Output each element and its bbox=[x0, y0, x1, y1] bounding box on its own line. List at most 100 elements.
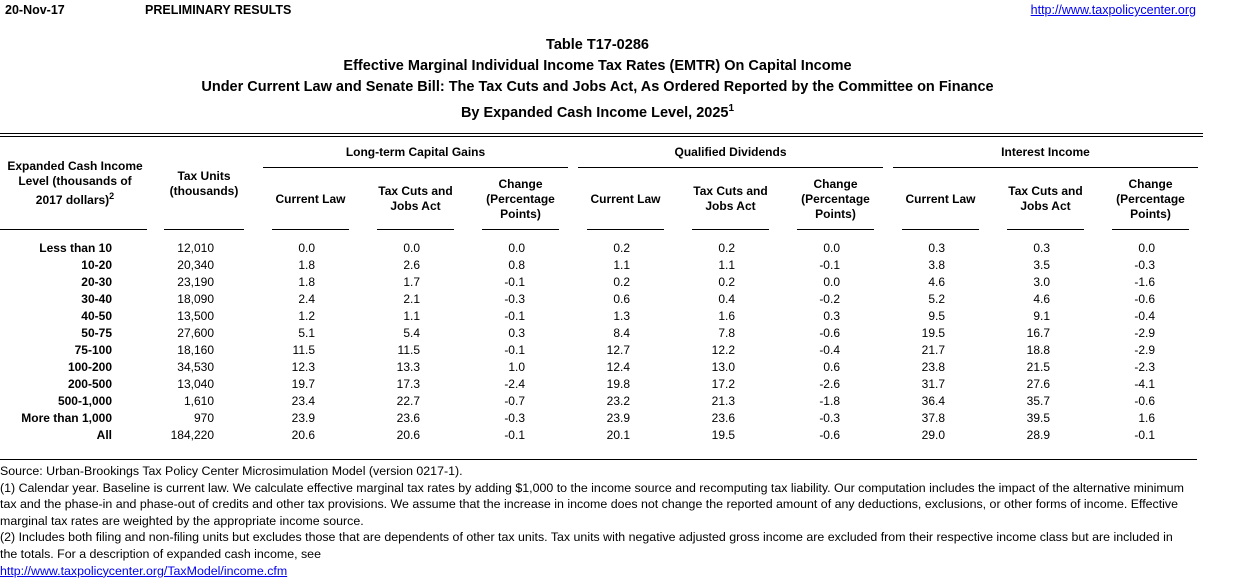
value-cell: 0.0 bbox=[298, 241, 315, 255]
footer: Source: Urban-Brookings Tax Policy Cente… bbox=[0, 459, 1197, 579]
value-cell: 37.8 bbox=[921, 411, 945, 425]
tax-model-income-link[interactable]: http://www.taxpolicycenter.org/TaxModel/… bbox=[0, 563, 288, 578]
value-cell: -0.6 bbox=[819, 326, 840, 340]
value-cell: 0.2 bbox=[718, 275, 735, 289]
value-cell: -0.3 bbox=[1134, 258, 1156, 272]
value-cell: -0.7 bbox=[504, 394, 525, 408]
value-cell: 0.0 bbox=[1138, 241, 1156, 255]
value-cell: 1.8 bbox=[298, 275, 315, 289]
table-row: Less than 10 12,010 0.0 0.0 0.0 0.2 0.2 0.0 0.3 0… bbox=[0, 230, 1203, 257]
group-header-dividends: Qualified Dividends bbox=[573, 137, 888, 168]
tax-units-cell: 13,040 bbox=[177, 377, 214, 391]
tax-units-cell: 184,220 bbox=[170, 428, 214, 442]
table-row: 50-75 27,600 5.1 5.4 0.3 8.4 7.8 -0.6 19.5 16.7 -2… bbox=[0, 325, 1203, 342]
value-cell: 2.6 bbox=[403, 258, 420, 272]
value-cell: 12.4 bbox=[606, 360, 630, 374]
value-cell: -0.3 bbox=[504, 292, 525, 306]
value-cell: 5.1 bbox=[298, 326, 315, 340]
col-header-int-current-law: Current Law bbox=[888, 168, 993, 230]
value-cell: -4.1 bbox=[1134, 377, 1156, 391]
income-level-cell: 50-75 bbox=[81, 326, 112, 340]
value-cell: 23.9 bbox=[606, 411, 630, 425]
income-level-cell: 500-1,000 bbox=[57, 394, 112, 408]
table-row: 100-200 34,530 12.3 13.3 1.0 12.4 13.0 0.6 23.8 2… bbox=[0, 359, 1203, 376]
table-row: 40-50 13,500 1.2 1.1 -0.1 1.3 1.6 0.3 9.5 9.1 -0.4 bbox=[0, 308, 1203, 325]
footnote-1-marker: 1 bbox=[728, 103, 735, 114]
value-cell: -0.1 bbox=[504, 309, 525, 323]
table-row: 75-100 18,160 11.5 11.5 -0.1 12.7 12.2 -0.4 21.7… bbox=[0, 342, 1203, 359]
table-row: 20-30 23,190 1.8 1.7 -0.1 0.2 0.2 0.0 4.6 3.0 -1.6 bbox=[0, 274, 1203, 291]
emtr-table-container: Expanded Cash Income Level (thousands of… bbox=[0, 133, 1203, 444]
value-cell: 0.2 bbox=[718, 241, 735, 255]
col-header-int-tcja: Tax Cuts and Jobs Act bbox=[993, 168, 1098, 230]
value-cell: 0.3 bbox=[928, 241, 945, 255]
table-subtitle-2: Under Current Law and Senate Bill: The T… bbox=[201, 79, 994, 95]
value-cell: 23.4 bbox=[291, 394, 315, 408]
income-level-cell: 10-20 bbox=[81, 258, 112, 272]
value-cell: 20.6 bbox=[291, 428, 315, 442]
value-cell: 0.4 bbox=[718, 292, 735, 306]
income-level-cell: Less than 10 bbox=[39, 241, 112, 255]
col-header-ltcg-change: Change (Percentage Points) bbox=[468, 168, 573, 230]
value-cell: 1.6 bbox=[718, 309, 735, 323]
value-cell: -0.1 bbox=[1134, 428, 1156, 442]
tax-units-cell: 12,010 bbox=[177, 241, 214, 255]
group-header-interest: Interest Income bbox=[888, 137, 1203, 168]
value-cell: 23.6 bbox=[711, 411, 735, 425]
value-cell: 1.1 bbox=[613, 258, 630, 272]
taxpolicycenter-link[interactable]: http://www.taxpolicycenter.org bbox=[1030, 3, 1196, 17]
value-cell: 2.4 bbox=[298, 292, 315, 306]
col-header-ltcg-current-law: Current Law bbox=[258, 168, 363, 230]
value-cell: 0.0 bbox=[403, 241, 420, 255]
value-cell: 17.3 bbox=[396, 377, 420, 391]
value-cell: 3.8 bbox=[928, 258, 945, 272]
value-cell: -0.6 bbox=[1134, 394, 1156, 408]
tax-units-cell: 970 bbox=[193, 411, 214, 425]
value-cell: 21.5 bbox=[1026, 360, 1050, 374]
value-cell: 3.0 bbox=[1033, 275, 1050, 289]
title-block: Table T17-0286 Effective Marginal Indivi… bbox=[0, 35, 1195, 124]
value-cell: 19.5 bbox=[921, 326, 945, 340]
value-cell: -2.6 bbox=[819, 377, 840, 391]
value-cell: 36.4 bbox=[921, 394, 945, 408]
col-header-div-current-law: Current Law bbox=[573, 168, 678, 230]
value-cell: 1.0 bbox=[508, 360, 525, 374]
tax-units-cell: 23,190 bbox=[177, 275, 214, 289]
value-cell: 13.3 bbox=[396, 360, 420, 374]
value-cell: 12.7 bbox=[606, 343, 630, 357]
income-level-cell: 100-200 bbox=[67, 360, 112, 374]
value-cell: -2.4 bbox=[504, 377, 525, 391]
value-cell: 0.3 bbox=[1033, 241, 1050, 255]
tax-units-cell: 34,530 bbox=[177, 360, 214, 374]
table-body: Less than 10 12,010 0.0 0.0 0.0 0.2 0.2 0.0 0.3 0… bbox=[0, 230, 1203, 444]
table-top-rule bbox=[0, 133, 1203, 137]
value-cell: 12.2 bbox=[711, 343, 735, 357]
income-level-cell: 40-50 bbox=[81, 309, 112, 323]
value-cell: 31.7 bbox=[921, 377, 945, 391]
value-cell: 1.1 bbox=[718, 258, 735, 272]
value-cell: 3.5 bbox=[1033, 258, 1050, 272]
value-cell: -0.4 bbox=[1134, 309, 1156, 323]
value-cell: -0.3 bbox=[504, 411, 525, 425]
table-number-title: Table T17-0286 bbox=[546, 37, 649, 53]
value-cell: 0.0 bbox=[823, 275, 840, 289]
income-level-cell: 75-100 bbox=[74, 343, 112, 357]
value-cell: 19.5 bbox=[711, 428, 735, 442]
tax-units-cell: 18,160 bbox=[177, 343, 214, 357]
value-cell: 18.8 bbox=[1026, 343, 1050, 357]
value-cell: 0.3 bbox=[508, 326, 525, 340]
col-header-div-tcja: Tax Cuts and Jobs Act bbox=[678, 168, 783, 230]
value-cell: 0.8 bbox=[508, 258, 525, 272]
value-cell: 12.3 bbox=[291, 360, 315, 374]
tax-units-header: Tax Units (thousands) bbox=[150, 137, 258, 230]
value-cell: -0.6 bbox=[1134, 292, 1156, 306]
tax-units-cell: 13,500 bbox=[177, 309, 214, 323]
value-cell: 17.2 bbox=[711, 377, 735, 391]
value-cell: 1.1 bbox=[403, 309, 420, 323]
tax-units-cell: 20,340 bbox=[177, 258, 214, 272]
value-cell: -2.3 bbox=[1134, 360, 1156, 374]
value-cell: -1.8 bbox=[819, 394, 840, 408]
value-cell: 16.7 bbox=[1026, 326, 1050, 340]
table-row: 500-1,000 1,610 23.4 22.7 -0.7 23.2 21.3 -1.8 36… bbox=[0, 393, 1203, 410]
value-cell: 11.5 bbox=[397, 343, 420, 357]
